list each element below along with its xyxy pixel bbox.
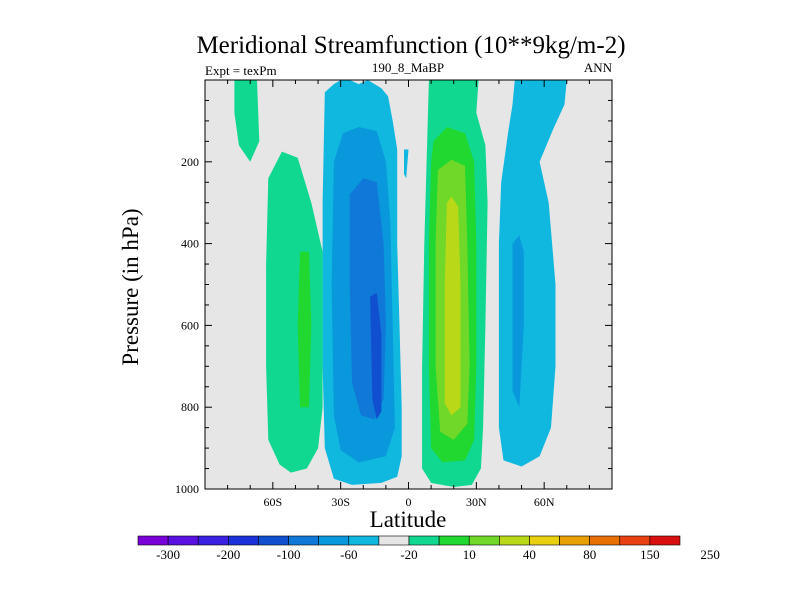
colorbar-swatch xyxy=(619,535,651,546)
x-tick-label: 60S xyxy=(263,495,282,509)
colorbar-swatch xyxy=(589,535,621,546)
colorbar-swatch xyxy=(438,535,470,546)
colorbar-swatch xyxy=(318,535,350,546)
colorbar-swatch xyxy=(378,535,410,546)
y-tick-label: 800 xyxy=(181,400,199,414)
colorbar-swatch xyxy=(649,535,681,546)
x-tick-label: 30S xyxy=(331,495,350,509)
y-axis-label: Pressure (in hPa) xyxy=(118,208,143,365)
colorbar-swatch xyxy=(167,535,199,546)
colorbar-swatch xyxy=(408,535,440,546)
colorbar-swatch xyxy=(228,535,259,546)
contour-region-pos2-2 xyxy=(297,251,312,408)
colorbar-swatch xyxy=(468,535,500,546)
contour-region-neg4-6 xyxy=(370,292,382,420)
x-tick-label: 60N xyxy=(534,495,555,509)
y-tick-label: 200 xyxy=(181,155,199,169)
y-axis: 200 400 600 800 1000 xyxy=(175,99,612,496)
colorbar xyxy=(137,535,681,546)
x-tick-label: 0 xyxy=(406,495,412,509)
colorbar-swatch xyxy=(529,535,560,546)
colorbar-swatch xyxy=(348,535,380,546)
colorbar-label: -20 xyxy=(400,547,417,562)
contour-region-neg1-7 xyxy=(404,149,409,179)
colorbar-labels: -300 -200 -100 -60 -20 10 40 80 150 250 xyxy=(156,547,720,562)
y-tick-label: 1000 xyxy=(175,482,199,496)
colorbar-label: 80 xyxy=(583,547,596,562)
contour-region-pos1-0 xyxy=(234,80,260,162)
colorbar-label: 250 xyxy=(700,547,720,562)
colorbar-label: -300 xyxy=(156,547,180,562)
colorbar-swatch xyxy=(288,535,319,546)
x-axis-label: Latitude xyxy=(370,507,447,532)
experiment-label: Expt = texPm xyxy=(205,63,277,78)
contour-region-neg2-13 xyxy=(512,235,524,408)
colorbar-swatch xyxy=(499,535,530,546)
colorbar-label: -60 xyxy=(340,547,357,562)
season-label: ANN xyxy=(584,60,613,75)
colorbar-swatch xyxy=(137,535,169,546)
x-tick-label: 30N xyxy=(466,495,487,509)
colorbar-swatch xyxy=(559,535,590,546)
y-tick-label: 400 xyxy=(181,237,199,251)
colorbar-label: 40 xyxy=(523,547,536,562)
chart-title: Meridional Streamfunction (10**9kg/m-2) xyxy=(196,32,625,59)
x-axis: 60S 30S 0 30N 60N xyxy=(227,80,590,509)
colorbar-swatch xyxy=(258,535,289,546)
colorbar-label: 10 xyxy=(463,547,476,562)
run-label: 190_8_MaBP xyxy=(372,60,444,75)
contour-fills xyxy=(234,80,567,487)
y-tick-label: 600 xyxy=(181,318,199,332)
contour-region-pos4-11 xyxy=(444,196,461,416)
colorbar-swatch xyxy=(197,535,229,546)
colorbar-label: -200 xyxy=(216,547,240,562)
colorbar-label: 150 xyxy=(640,547,660,562)
colorbar-label: -100 xyxy=(277,547,301,562)
